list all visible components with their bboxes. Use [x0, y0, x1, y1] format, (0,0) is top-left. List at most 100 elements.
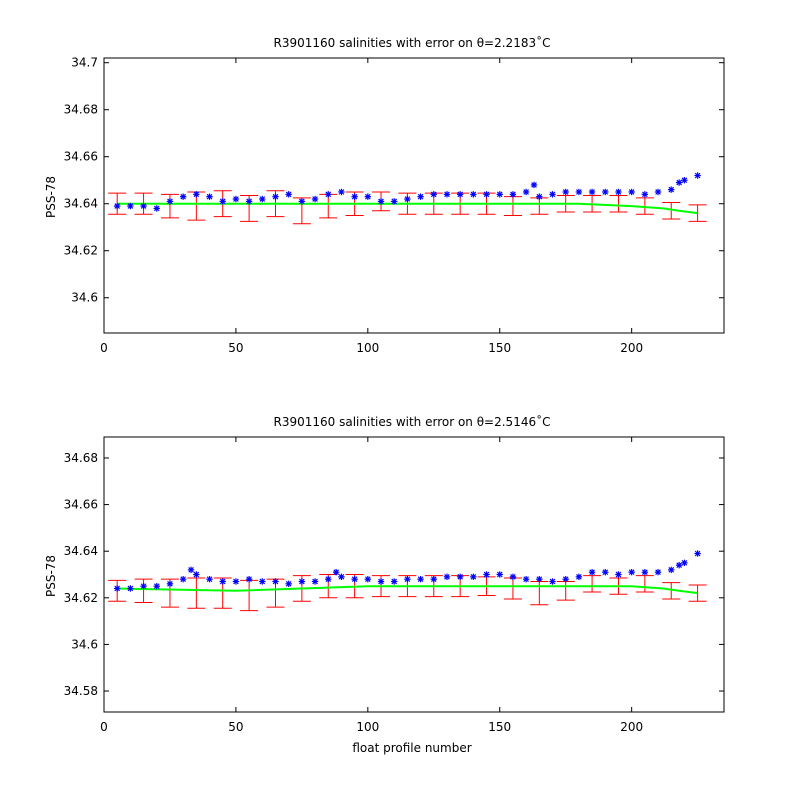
mapped-salinity-line: [117, 585, 698, 595]
errorbar: [662, 582, 681, 600]
float-salinity-point: [536, 193, 543, 200]
float-salinity-point: [443, 191, 451, 198]
float-salinity-point: [654, 188, 662, 196]
float-salinity-point: [562, 188, 569, 196]
bottom-panel-x-axis-label: float profile number: [352, 741, 471, 755]
float-salinity-point: [351, 193, 358, 200]
float-salinity-point: [530, 181, 538, 189]
float-salinity-point: [536, 575, 543, 583]
float-salinity-point: [311, 578, 319, 585]
y-tick-label: 34.66: [64, 150, 98, 164]
float-salinity-point: [272, 578, 279, 585]
errorbar: [187, 577, 206, 609]
float-salinity-point: [298, 578, 306, 585]
float-salinity-point: [338, 573, 345, 581]
y-tick-label: 34.66: [64, 498, 98, 512]
x-tick-label: 150: [488, 341, 511, 355]
bottom-panel: R3901160 salinities with error on θ=2.51…: [44, 414, 725, 755]
bottom-panel-axes: 0 50 100 150 200 34.58 34.6 34.62 34.64 34.66 34.6…: [64, 436, 725, 734]
float-salinity-point: [140, 202, 147, 210]
float-salinity-point: [483, 191, 490, 198]
bottom-panel-title: R3901160 salinities with error on θ=2.51…: [274, 414, 551, 429]
float-salinity-point: [193, 191, 200, 198]
float-salinity-point: [219, 578, 226, 585]
float-salinity-point: [272, 193, 279, 200]
float-salinity-point: [285, 580, 292, 588]
float-salinity-point: [694, 172, 701, 179]
bottom-panel-plot-area: [108, 550, 707, 612]
float-salinity-point: [127, 202, 134, 210]
x-tick-label: 200: [620, 720, 643, 734]
float-salinity-point: [206, 575, 213, 583]
float-salinity-point: [377, 578, 385, 585]
float-salinity-point: [588, 188, 596, 196]
axes-frame: [103, 436, 725, 713]
float-salinity-point: [549, 578, 556, 585]
x-tick-label: 150: [488, 720, 511, 734]
x-tick-label: 0: [100, 720, 108, 734]
float-salinity-point: [219, 198, 226, 205]
float-salinity-point: [588, 568, 596, 576]
float-salinity-point: [675, 179, 683, 186]
top-panel: R3901160 salinities with error on θ=2.21…: [44, 35, 725, 355]
y-tick-label: 34.62: [64, 244, 98, 258]
float-salinity-point: [391, 578, 398, 585]
float-salinity-point: [245, 198, 253, 205]
y-tick-label: 34.6: [71, 291, 98, 305]
float-salinity-point: [127, 585, 134, 592]
float-salinity-point: [470, 573, 477, 581]
float-salinity-point: [575, 573, 583, 581]
x-tick-label: 100: [356, 341, 379, 355]
top-panel-title: R3901160 salinities with error on θ=2.21…: [274, 35, 551, 50]
float-salinity-point: [351, 575, 358, 583]
float-salinity-point: [187, 566, 195, 574]
float-salinity-point: [522, 188, 530, 196]
float-salinity-point: [285, 191, 292, 198]
x-tick-label: 100: [356, 720, 379, 734]
float-salinity-point: [575, 188, 583, 196]
float-salinity-point: [443, 573, 451, 581]
y-tick-label: 34.68: [64, 103, 98, 117]
float-salinity-point: [430, 575, 437, 583]
float-salinity-point: [193, 571, 200, 578]
top-panel-plot-area: [108, 172, 707, 225]
float-salinity-point: [694, 550, 701, 557]
float-salinity-point: [179, 575, 187, 583]
float-salinity-point: [325, 575, 332, 583]
x-tick-label: 200: [620, 341, 643, 355]
float-salinity-point: [166, 198, 174, 205]
float-salinity-point: [166, 580, 174, 588]
float-salinity-point: [549, 191, 556, 198]
float-salinity-point: [364, 575, 372, 583]
float-salinity-point: [417, 575, 424, 583]
float-salinity-point: [140, 582, 147, 590]
float-salinity-point: [628, 568, 635, 576]
errorbar: [688, 204, 707, 222]
float-salinity-point: [404, 195, 411, 203]
float-salinity-point: [404, 575, 411, 583]
y-tick-label: 34.62: [64, 591, 98, 605]
float-salinity-point: [681, 177, 688, 184]
float-salinity-point: [430, 191, 437, 198]
float-salinity-point: [232, 195, 240, 203]
float-salinity-point: [377, 198, 385, 205]
errorbar-series: [108, 574, 707, 612]
float-salinity-point: [509, 573, 517, 581]
float-salinity-point: [153, 582, 160, 590]
errorbar: [583, 575, 602, 593]
y-tick-label: 34.64: [64, 197, 98, 211]
float-salinity-point: [668, 186, 675, 193]
float-salinity-point: [483, 571, 490, 578]
float-salinity-point: [456, 191, 464, 198]
top-panel-y-axis-label: PSS-78: [44, 176, 58, 218]
axes-frame: [103, 57, 725, 334]
float-salinity-point: [232, 578, 240, 585]
float-salinity-series: [113, 172, 701, 212]
float-salinity-point: [602, 568, 609, 576]
y-tick-label: 34.68: [64, 451, 98, 465]
float-salinity-point: [364, 193, 372, 200]
float-salinity-point: [153, 205, 160, 212]
float-salinity-point: [668, 566, 675, 574]
x-tick-label: 0: [100, 341, 108, 355]
